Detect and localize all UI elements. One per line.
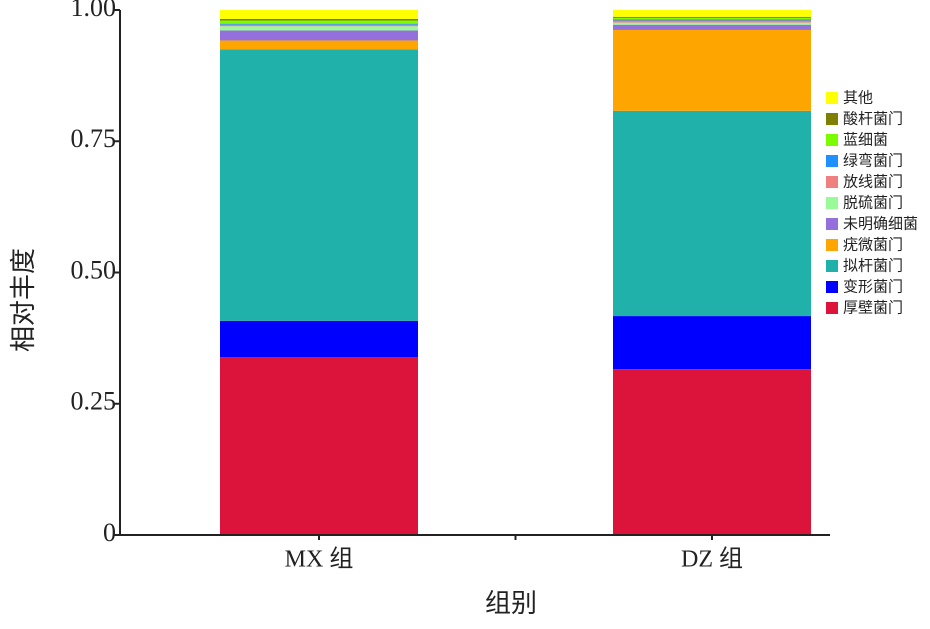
bar-segment — [220, 10, 418, 19]
bar-segment — [613, 17, 811, 20]
x-tick-label: MX 组 — [285, 546, 354, 573]
legend-swatch — [826, 281, 838, 293]
x-tick-label: DZ 组 — [681, 546, 743, 573]
y-tick-label: 0.75 — [71, 124, 117, 153]
legend-label: 其他 — [843, 89, 873, 107]
legend-swatch — [826, 302, 838, 314]
bar-segment — [613, 369, 811, 535]
bar-segment — [220, 357, 418, 535]
legend-label: 拟杆菌门 — [843, 257, 903, 275]
bar-segment — [613, 24, 811, 30]
bar-segment — [220, 24, 418, 27]
bar-segment — [220, 30, 418, 41]
legend-label: 疣微菌门 — [843, 236, 903, 254]
legend-swatch — [826, 197, 838, 209]
x-axis-label: 组别 — [485, 589, 537, 618]
y-tick-label: 0.25 — [71, 387, 117, 416]
legend-swatch — [826, 176, 838, 188]
legend-label: 未明确细菌 — [843, 215, 918, 233]
legend-label: 绿弯菌门 — [843, 152, 903, 170]
legend-label: 放线菌门 — [843, 173, 903, 191]
legend-label: 蓝细菌 — [843, 131, 888, 149]
y-tick-label: 1.00 — [71, 0, 117, 22]
bar-segment — [613, 110, 811, 317]
bar-segment — [220, 40, 418, 50]
legend-swatch — [826, 218, 838, 230]
y-axis-label: 相对丰度 — [9, 248, 38, 352]
bar-segment — [220, 320, 418, 358]
y-tick-label: 0.50 — [71, 255, 117, 284]
legend-swatch — [826, 113, 838, 125]
bar-segment — [613, 316, 811, 370]
bar-segment — [220, 23, 418, 25]
legend-label: 酸杆菌门 — [843, 110, 903, 128]
bar-segment — [220, 26, 418, 31]
legend-label: 脱硫菌门 — [843, 194, 903, 212]
legend-label: 变形菌门 — [843, 278, 903, 296]
bar-segment — [220, 18, 418, 21]
bar-segment — [613, 10, 811, 17]
bar-segment — [220, 49, 418, 321]
legend-swatch — [826, 239, 838, 251]
bar-segment — [613, 20, 811, 23]
bar-segment — [613, 22, 811, 25]
bar-segment — [613, 29, 811, 111]
legend-swatch — [826, 260, 838, 272]
bar-segment — [613, 16, 811, 18]
bar-segment — [613, 19, 811, 21]
bar-segment — [220, 20, 418, 24]
y-tick-label: 0 — [103, 518, 116, 547]
legend-swatch — [826, 92, 838, 104]
legend-label: 厚壁菌门 — [843, 299, 903, 317]
legend-swatch — [826, 155, 838, 167]
legend-swatch — [826, 134, 838, 146]
